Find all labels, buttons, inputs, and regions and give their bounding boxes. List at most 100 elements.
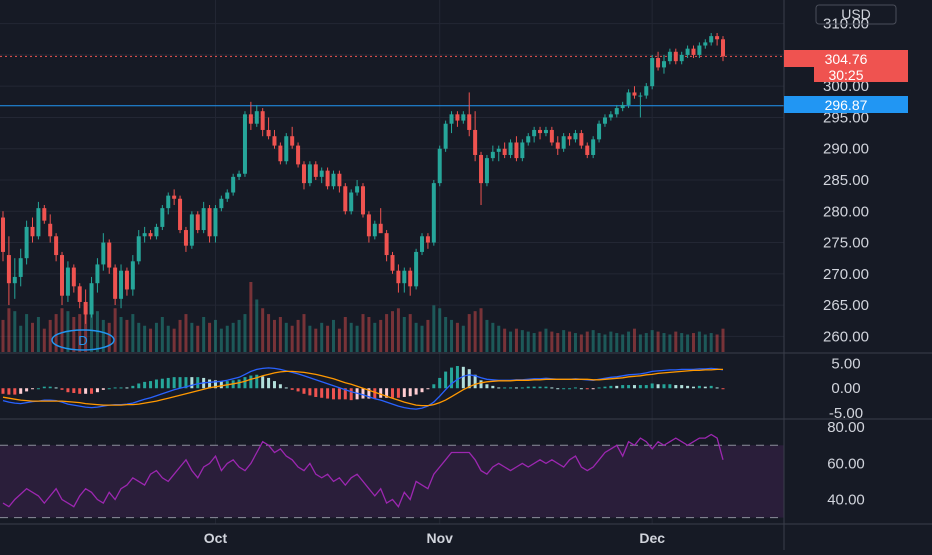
candle-body[interactable] (231, 176, 236, 193)
candle-body[interactable] (455, 114, 460, 121)
candle-body[interactable] (254, 111, 259, 124)
candle-body[interactable] (473, 129, 478, 155)
candle-body[interactable] (372, 223, 377, 237)
rsi-indicator[interactable] (2, 433, 724, 508)
candle-body[interactable] (331, 173, 336, 187)
candle-body[interactable] (225, 192, 230, 199)
candle-body[interactable] (48, 223, 53, 237)
candle-body[interactable] (95, 264, 100, 284)
candle-body[interactable] (579, 133, 584, 146)
candle-body[interactable] (532, 129, 537, 137)
candle-body[interactable] (502, 148, 507, 155)
candle-body[interactable] (591, 139, 596, 155)
candle-body[interactable] (490, 151, 495, 159)
candle-body[interactable] (390, 255, 395, 271)
candle-body[interactable] (124, 270, 129, 290)
candle-body[interactable] (1, 217, 5, 252)
candle-body[interactable] (242, 114, 247, 174)
candle-body[interactable] (349, 192, 354, 212)
candle-body[interactable] (101, 242, 106, 265)
candle-body[interactable] (632, 92, 637, 96)
candle-body[interactable] (567, 136, 572, 140)
candle-body[interactable] (467, 114, 472, 130)
candle-body[interactable] (65, 267, 70, 296)
candle-body[interactable] (12, 276, 17, 284)
candle-body[interactable] (77, 286, 82, 302)
candle-body[interactable] (514, 142, 519, 159)
candle-body[interactable] (284, 136, 289, 162)
candle-body[interactable] (508, 142, 513, 155)
candle-body[interactable] (378, 223, 383, 234)
rsi-line[interactable] (2, 433, 724, 508)
macd-indicator[interactable] (1, 366, 725, 410)
candle-body[interactable] (656, 58, 661, 68)
candle-body[interactable] (437, 148, 442, 184)
candle-body[interactable] (207, 208, 212, 237)
candle-body[interactable] (414, 251, 419, 287)
candle-body[interactable] (24, 226, 29, 259)
candle-body[interactable] (160, 208, 165, 227)
candle-body[interactable] (71, 267, 76, 287)
candle-body[interactable] (337, 173, 342, 187)
candle-body[interactable] (237, 173, 242, 177)
candle-body[interactable] (602, 117, 607, 124)
candle-body[interactable] (555, 142, 560, 149)
candle-body[interactable] (425, 236, 430, 243)
candle-body[interactable] (83, 301, 88, 315)
candle-body[interactable] (18, 258, 23, 277)
horizontal-line-tag[interactable] (784, 96, 908, 113)
candle-body[interactable] (119, 270, 124, 299)
candle-body[interactable] (626, 92, 631, 105)
candle-body[interactable] (620, 104, 625, 109)
candle-body[interactable] (260, 111, 265, 130)
candle-body[interactable] (431, 183, 436, 243)
candle-body[interactable] (54, 236, 59, 256)
candle-body[interactable] (667, 51, 672, 62)
candle-body[interactable] (248, 114, 253, 124)
time-axis[interactable]: Oct Nov Dec (204, 530, 665, 546)
candle-body[interactable] (638, 95, 643, 97)
candle-body[interactable] (266, 129, 271, 137)
candle-body[interactable] (107, 242, 112, 268)
candle-body[interactable] (172, 195, 177, 199)
candle-body[interactable] (195, 214, 200, 231)
candle-body[interactable] (697, 45, 702, 55)
candle-body[interactable] (148, 233, 153, 237)
candle-body[interactable] (443, 123, 448, 149)
candle-body[interactable] (6, 255, 11, 284)
candle-body[interactable] (343, 186, 348, 212)
candle-body[interactable] (30, 226, 35, 237)
candle-body[interactable] (201, 208, 206, 231)
currency-button[interactable] (815, 4, 897, 25)
candle-body[interactable] (154, 226, 159, 237)
candle-body[interactable] (461, 114, 466, 121)
candle-body[interactable] (361, 186, 365, 215)
candle-body[interactable] (319, 170, 324, 177)
candle-body[interactable] (178, 198, 183, 231)
candle-body[interactable] (449, 114, 454, 124)
candle-body[interactable] (484, 158, 489, 184)
candle-body[interactable] (526, 136, 531, 143)
candle-body[interactable] (520, 142, 525, 159)
candle-body[interactable] (402, 270, 407, 284)
candle-body[interactable] (290, 136, 295, 146)
candle-body[interactable] (60, 255, 65, 296)
candle-body[interactable] (36, 208, 41, 237)
candle-body[interactable] (366, 214, 371, 237)
candle-body[interactable] (307, 164, 312, 184)
candle-body[interactable] (396, 270, 401, 284)
candle-body[interactable] (703, 42, 708, 46)
candle-body[interactable] (384, 233, 389, 256)
candle-body[interactable] (715, 36, 720, 40)
horizontal-line[interactable] (0, 55, 784, 107)
candle-body[interactable] (673, 51, 678, 62)
candle-body[interactable] (679, 54, 684, 62)
candle-body[interactable] (166, 195, 171, 209)
candle-body[interactable] (301, 164, 306, 184)
candle-body[interactable] (661, 61, 666, 68)
candle-body[interactable] (721, 39, 725, 57)
candle-body[interactable] (597, 123, 602, 140)
candle-body[interactable] (585, 145, 590, 155)
candle-body[interactable] (561, 136, 566, 149)
